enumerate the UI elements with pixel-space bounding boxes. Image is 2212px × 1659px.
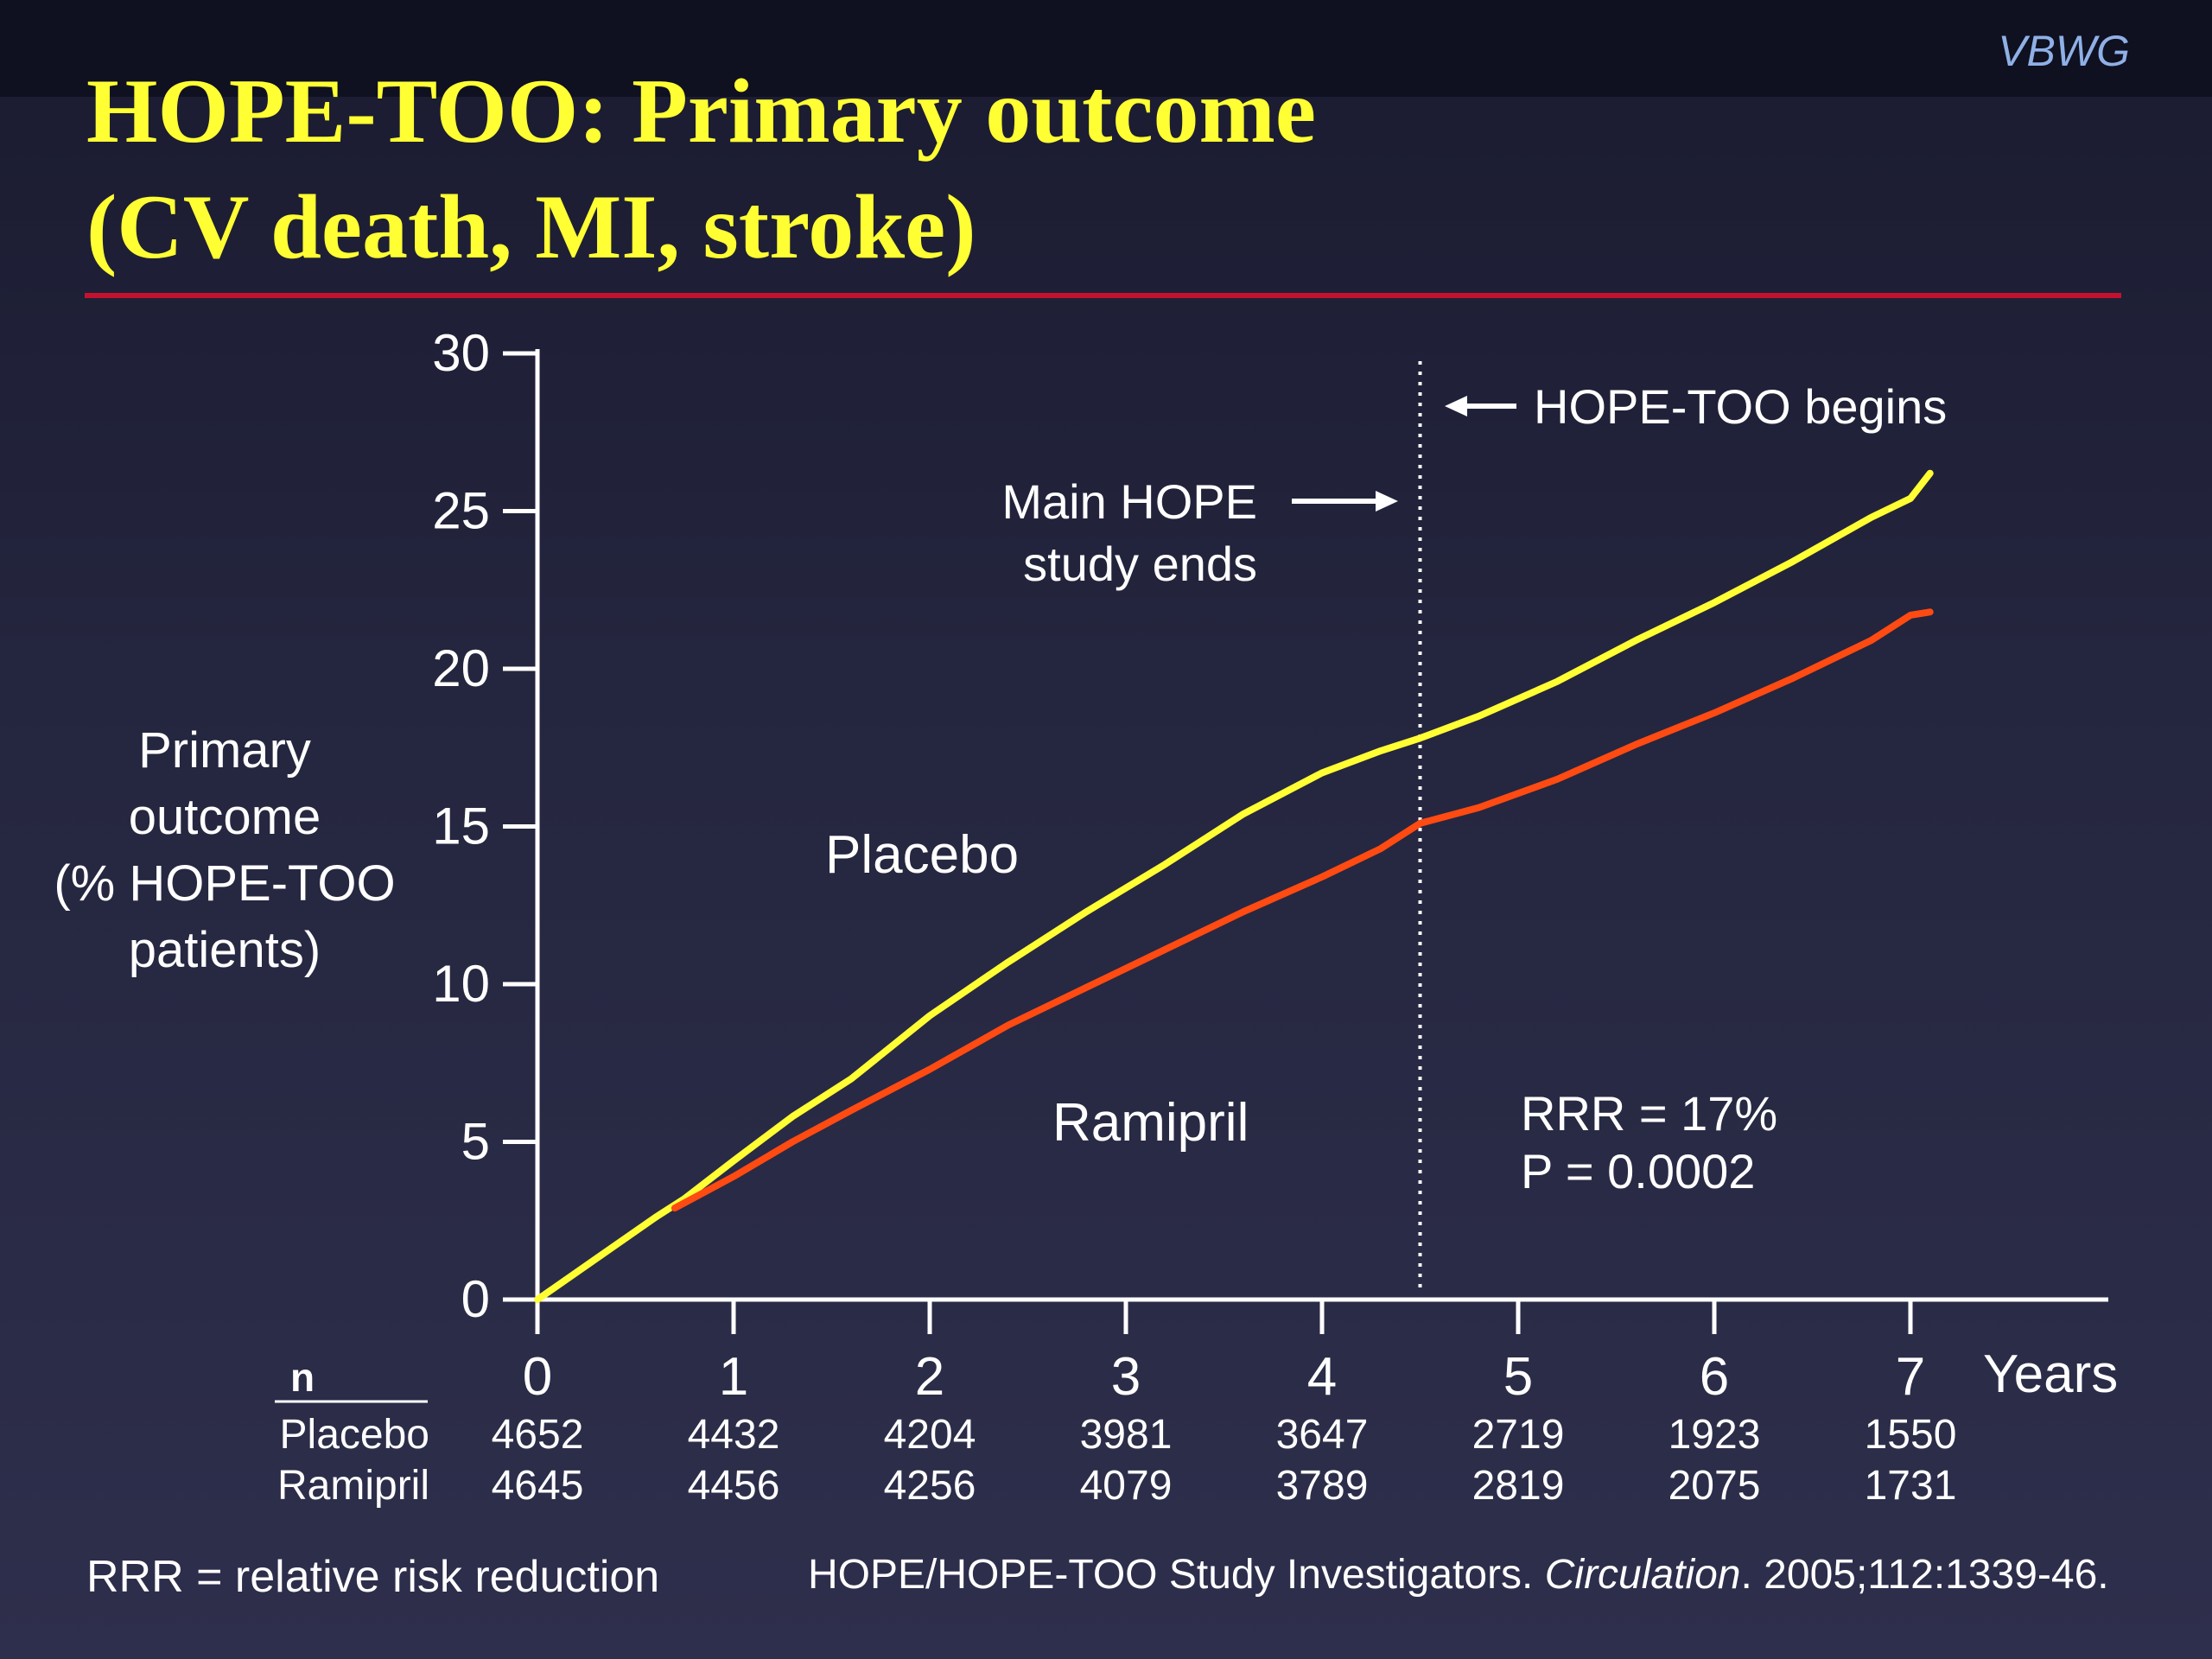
n-table-header: n — [290, 1355, 315, 1400]
x-axis-title: Years — [1983, 1344, 2118, 1404]
y-tick-label: 10 — [432, 955, 490, 1013]
n-table-cell: 1550 — [1865, 1412, 1957, 1458]
n-table-cell: 4645 — [492, 1463, 584, 1509]
top-bar — [0, 0, 2212, 97]
slide-title-line-1: HOPE-TOO: Primary outcome — [86, 60, 1316, 162]
citation-journal: Circulation — [1544, 1552, 1741, 1598]
y-axis-label-line-3: (% HOPE-TOO — [54, 855, 396, 912]
n-table-row-label: Ramipril — [277, 1463, 429, 1509]
footer-abbreviation: RRR = relative risk reduction — [86, 1552, 660, 1602]
brand-logo-text: VBWG — [1998, 27, 2130, 75]
x-tick-label: 7 — [1896, 1347, 1925, 1407]
x-tick-label: 6 — [1700, 1347, 1729, 1407]
n-table-cell: 2819 — [1472, 1463, 1565, 1509]
n-table-cell: 4256 — [884, 1463, 976, 1509]
x-tick-label: 5 — [1503, 1347, 1533, 1407]
title-divider — [85, 293, 2121, 298]
x-tick-label: 4 — [1307, 1347, 1337, 1407]
n-table-cell: 4079 — [1080, 1463, 1173, 1509]
x-tick-label: 1 — [719, 1347, 748, 1407]
y-tick-label: 5 — [461, 1113, 490, 1171]
n-table-cell: 3647 — [1276, 1412, 1369, 1458]
placebo-series-label: Placebo — [825, 825, 1019, 885]
n-table-cell: 3981 — [1080, 1412, 1173, 1458]
p-value-annotation: P = 0.0002 — [1521, 1144, 1755, 1198]
x-tick-label: 2 — [915, 1347, 944, 1407]
n-table-cell: 4456 — [688, 1463, 780, 1509]
y-axis-label-line-2: outcome — [128, 789, 321, 845]
n-table-row-label: Placebo — [280, 1412, 429, 1458]
ramipril-series-label: Ramipril — [1052, 1093, 1249, 1153]
slide-title-line-2: (CV death, MI, stroke) — [86, 176, 976, 277]
hope-too-begins-label: HOPE-TOO begins — [1534, 379, 1947, 434]
main-hope-label-line-1: Main HOPE — [1001, 474, 1257, 529]
n-table-cell: 1731 — [1865, 1463, 1957, 1509]
y-axis-label: Primary outcome (% HOPE-TOO patients) — [26, 717, 423, 983]
n-table-cell: 4652 — [492, 1412, 584, 1458]
y-tick-label: 25 — [432, 482, 490, 540]
x-tick-label: 0 — [523, 1347, 552, 1407]
y-axis-label-line-4: patients) — [128, 922, 321, 978]
series-line-ramipril — [671, 608, 1934, 1212]
x-tick-label: 3 — [1111, 1347, 1141, 1407]
n-table-cell: 2075 — [1669, 1463, 1761, 1509]
study-end-arrow-head — [1376, 491, 1398, 512]
footer-citation: HOPE/HOPE-TOO Study Investigators. Circu… — [808, 1551, 2109, 1599]
y-tick-label: 30 — [432, 324, 490, 382]
citation-details: . 2005;112:1339-46. — [1740, 1552, 2109, 1598]
y-tick-label: 20 — [432, 639, 490, 697]
n-table-cell: 2719 — [1472, 1412, 1565, 1458]
hope-too-arrow-head — [1445, 396, 1467, 416]
y-tick-label: 0 — [461, 1270, 490, 1328]
n-table-cell: 4432 — [688, 1412, 780, 1458]
n-table-cell: 1923 — [1669, 1412, 1761, 1458]
n-table-cell: 3789 — [1276, 1463, 1369, 1509]
citation-authors: HOPE/HOPE-TOO Study Investigators. — [808, 1552, 1545, 1598]
y-axis-label-line-1: Primary — [138, 722, 311, 779]
main-hope-label-line-2: study ends — [1023, 537, 1257, 591]
series-line-placebo — [534, 469, 1934, 1303]
rrr-annotation: RRR = 17% — [1521, 1086, 1777, 1141]
slide-title: HOPE-TOO: Primary outcome (CV death, MI,… — [86, 54, 1316, 285]
y-tick-label: 15 — [432, 798, 490, 855]
n-table-cell: 4204 — [884, 1412, 976, 1458]
